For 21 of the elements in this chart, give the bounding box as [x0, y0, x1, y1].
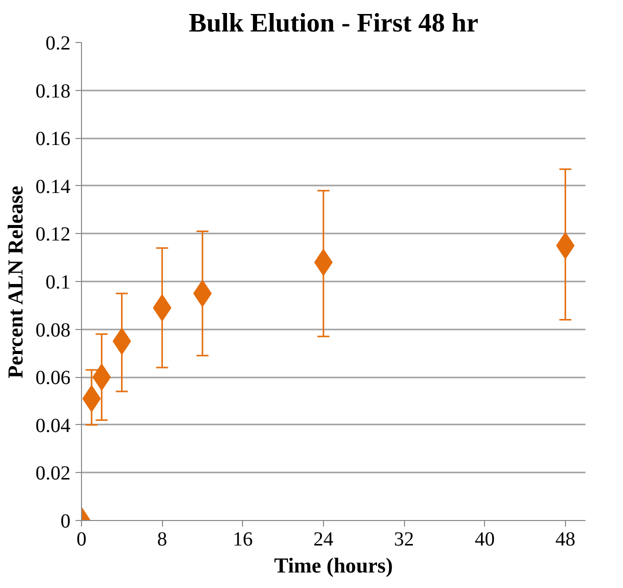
x-tick-label: 8 [157, 528, 168, 550]
x-tick-label: 48 [555, 528, 576, 550]
chart-title: Bulk Elution - First 48 hr [188, 8, 478, 38]
y-tick-label: 0.12 [36, 224, 70, 246]
y-tick-label: 0.2 [46, 32, 70, 54]
y-tick-label: 0.18 [36, 80, 70, 102]
y-tick-label: 0.02 [36, 462, 70, 485]
x-tick-label: 24 [313, 528, 334, 550]
y-tick-label: 0.08 [36, 319, 70, 342]
y-tick-label: 0.14 [36, 176, 70, 198]
x-tick-label: 16 [232, 528, 253, 550]
y-tick-label: 0.04 [36, 414, 70, 437]
y-axis-title: Percent ALN Release [4, 186, 28, 378]
x-tick-label: 0 [76, 528, 86, 550]
y-tick-label: 0.06 [36, 367, 70, 390]
y-tick-label: 0.16 [36, 128, 70, 150]
x-tick-label: 32 [394, 528, 414, 550]
y-tick-label: 0 [60, 510, 70, 532]
x-tick-label: 40 [474, 528, 495, 550]
y-tick-label: 0.1 [46, 272, 70, 294]
x-axis-title: Time (hours) [274, 554, 393, 578]
